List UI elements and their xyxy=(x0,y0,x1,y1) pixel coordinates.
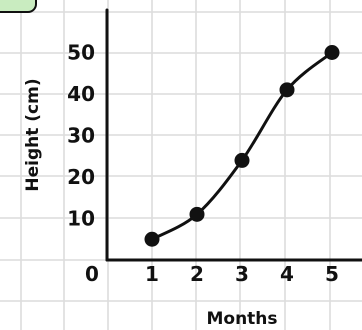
y-tick-label: 30 xyxy=(67,124,95,148)
y-tick-label: 40 xyxy=(67,82,95,106)
origin-label: 0 xyxy=(85,262,99,286)
data-point xyxy=(324,45,340,60)
x-tick-label: 3 xyxy=(235,262,249,286)
data-point xyxy=(144,231,160,247)
y-axis-title: Height (cm) xyxy=(23,78,43,191)
x-tick-label: 1 xyxy=(145,262,159,286)
x-tick-label: 5 xyxy=(325,262,339,286)
data-point xyxy=(234,152,250,168)
data-point xyxy=(189,206,205,222)
y-tick-labels: 10 20 30 40 50 xyxy=(67,41,95,231)
y-tick-label: 10 xyxy=(67,207,95,231)
corner-badge xyxy=(0,0,37,13)
y-tick-label: 50 xyxy=(67,41,95,65)
x-axis-title: Months xyxy=(206,309,277,329)
x-tick-labels: 1 2 3 4 5 xyxy=(145,262,339,286)
y-tick-label: 20 xyxy=(67,165,95,189)
x-tick-label: 2 xyxy=(190,262,204,286)
data-point xyxy=(279,82,295,98)
x-tick-label: 4 xyxy=(280,262,294,286)
series-line xyxy=(150,51,334,241)
data-points xyxy=(144,45,340,247)
